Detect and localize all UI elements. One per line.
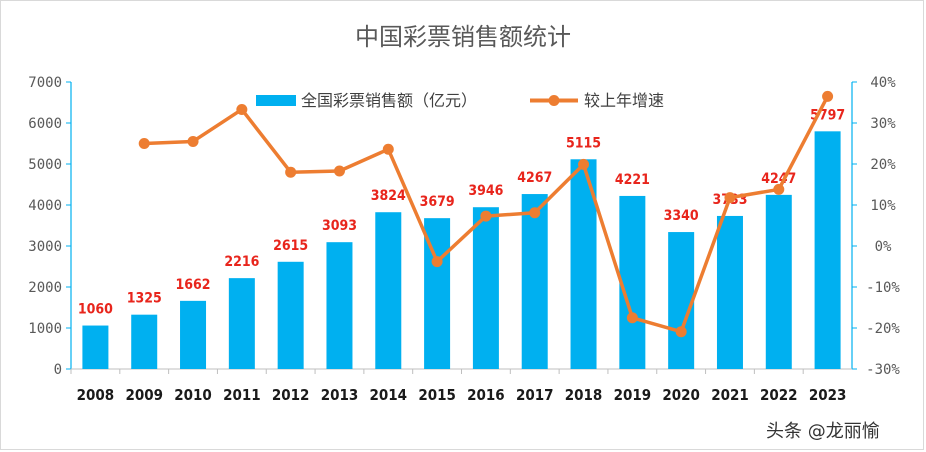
legend-line-marker <box>548 95 560 106</box>
bar-series <box>82 131 841 369</box>
x-tick-label-2015: 2015 <box>418 386 456 404</box>
bar-data-label-2012: 2615 <box>273 238 308 254</box>
bar-2008 <box>82 325 109 369</box>
left-y-tick-label: 5000 <box>28 157 62 173</box>
bar-2017 <box>521 194 548 369</box>
growth-point-2016 <box>480 210 492 222</box>
legend-bar-label: 全国彩票销售额（亿元） <box>301 91 477 110</box>
bar-data-label-2011: 2216 <box>224 254 259 270</box>
x-tick-label-2008: 2008 <box>77 386 115 404</box>
watermark: 头条 @龙丽愉 <box>766 421 880 442</box>
bar-data-label-2015: 3679 <box>420 194 455 210</box>
bar-2009 <box>131 314 158 369</box>
growth-point-2021 <box>724 192 736 204</box>
left-y-tick-label: 4000 <box>28 198 62 214</box>
x-tick-label-2011: 2011 <box>223 386 261 404</box>
growth-line-series <box>138 90 834 338</box>
left-y-tick-label: 1000 <box>28 321 62 337</box>
x-tick-label-2018: 2018 <box>565 386 603 404</box>
growth-point-2023 <box>822 90 834 102</box>
legend-line-label: 较上年增速 <box>584 91 664 110</box>
x-tick-label-2019: 2019 <box>614 386 652 404</box>
bar-data-label-2013: 3093 <box>322 218 357 234</box>
bar-data-label-2019: 4221 <box>615 172 650 188</box>
bar-data-label-2009: 1325 <box>127 291 162 307</box>
x-tick-label-2009: 2009 <box>125 386 163 404</box>
bar-2016 <box>472 207 499 369</box>
left-y-tick-label: 2000 <box>28 280 62 296</box>
left-y-tick-label: 3000 <box>28 239 62 255</box>
right-y-tick-label: -10% <box>866 280 900 296</box>
right-y-tick-label: 10% <box>870 198 896 214</box>
chart-title: 中国彩票销售额统计 <box>355 23 571 51</box>
right-y-tick-label: 40% <box>870 75 896 91</box>
x-axis-ticks: 2008 2009 2010 2011 2012 2013 2014 2015 2016 2017… <box>77 386 847 404</box>
bar-data-label-2014: 3824 <box>371 188 406 204</box>
growth-point-2011 <box>236 103 248 115</box>
growth-point-2014 <box>382 143 394 155</box>
left-y-axis-ticks: 0 1000 2000 3000 4000 5000 6000 7000 <box>28 75 62 378</box>
bar-data-label-2016: 3946 <box>468 183 503 199</box>
x-tick-label-2017: 2017 <box>516 386 554 404</box>
growth-point-2015 <box>431 256 443 268</box>
growth-point-2009 <box>138 138 150 149</box>
growth-point-2020 <box>675 326 687 338</box>
legend: 全国彩票销售额（亿元） 较上年增速 <box>256 91 664 110</box>
x-tick-label-2021: 2021 <box>711 386 749 404</box>
x-tick-label-2010: 2010 <box>174 386 212 404</box>
bar-2021 <box>716 215 743 369</box>
legend-bar-swatch <box>256 95 296 106</box>
right-y-tick-label: 20% <box>870 157 896 173</box>
right-y-tick-label: 30% <box>870 116 896 132</box>
x-tick-label-2022: 2022 <box>760 386 798 404</box>
bar-data-label-2010: 1662 <box>176 277 211 293</box>
bar-2010 <box>180 300 207 369</box>
bar-2023 <box>814 131 841 369</box>
bar-data-label-2020: 3340 <box>664 208 699 224</box>
x-tick-label-2012: 2012 <box>272 386 310 404</box>
right-y-tick-label: -20% <box>866 321 900 337</box>
bar-2020 <box>668 232 695 369</box>
growth-point-2019 <box>626 312 638 324</box>
growth-point-2022 <box>773 183 785 195</box>
growth-point-2013 <box>333 165 345 177</box>
bar-2014 <box>375 212 402 369</box>
bar-2012 <box>277 261 304 369</box>
bar-data-label-2008: 1060 <box>78 302 113 318</box>
left-y-tick-label: 6000 <box>28 116 62 132</box>
bar-data-label-2017: 4267 <box>517 170 552 186</box>
bar-data-label-2018: 5115 <box>566 135 601 151</box>
growth-point-2017 <box>529 207 541 219</box>
right-y-axis-ticks: -30% -20% -10% 0% 10% 20% 30% 40% <box>866 75 900 378</box>
bar-2013 <box>326 242 353 369</box>
bar-2011 <box>228 278 255 369</box>
left-y-tick-label: 0 <box>54 362 62 378</box>
growth-point-2010 <box>187 135 199 147</box>
right-y-tick-label: 0% <box>875 239 892 255</box>
x-tick-label-2013: 2013 <box>321 386 359 404</box>
x-tick-label-2016: 2016 <box>467 386 505 404</box>
x-tick-label-2014: 2014 <box>370 386 408 404</box>
bar-2019 <box>619 195 646 369</box>
left-y-tick-label: 7000 <box>28 75 62 91</box>
x-tick-label-2020: 2020 <box>662 386 700 404</box>
growth-point-2012 <box>285 166 297 178</box>
right-y-tick-label: -30% <box>866 362 900 378</box>
bar-2022 <box>765 194 792 369</box>
growth-point-2018 <box>578 158 590 170</box>
x-tick-label-2023: 2023 <box>809 386 847 404</box>
